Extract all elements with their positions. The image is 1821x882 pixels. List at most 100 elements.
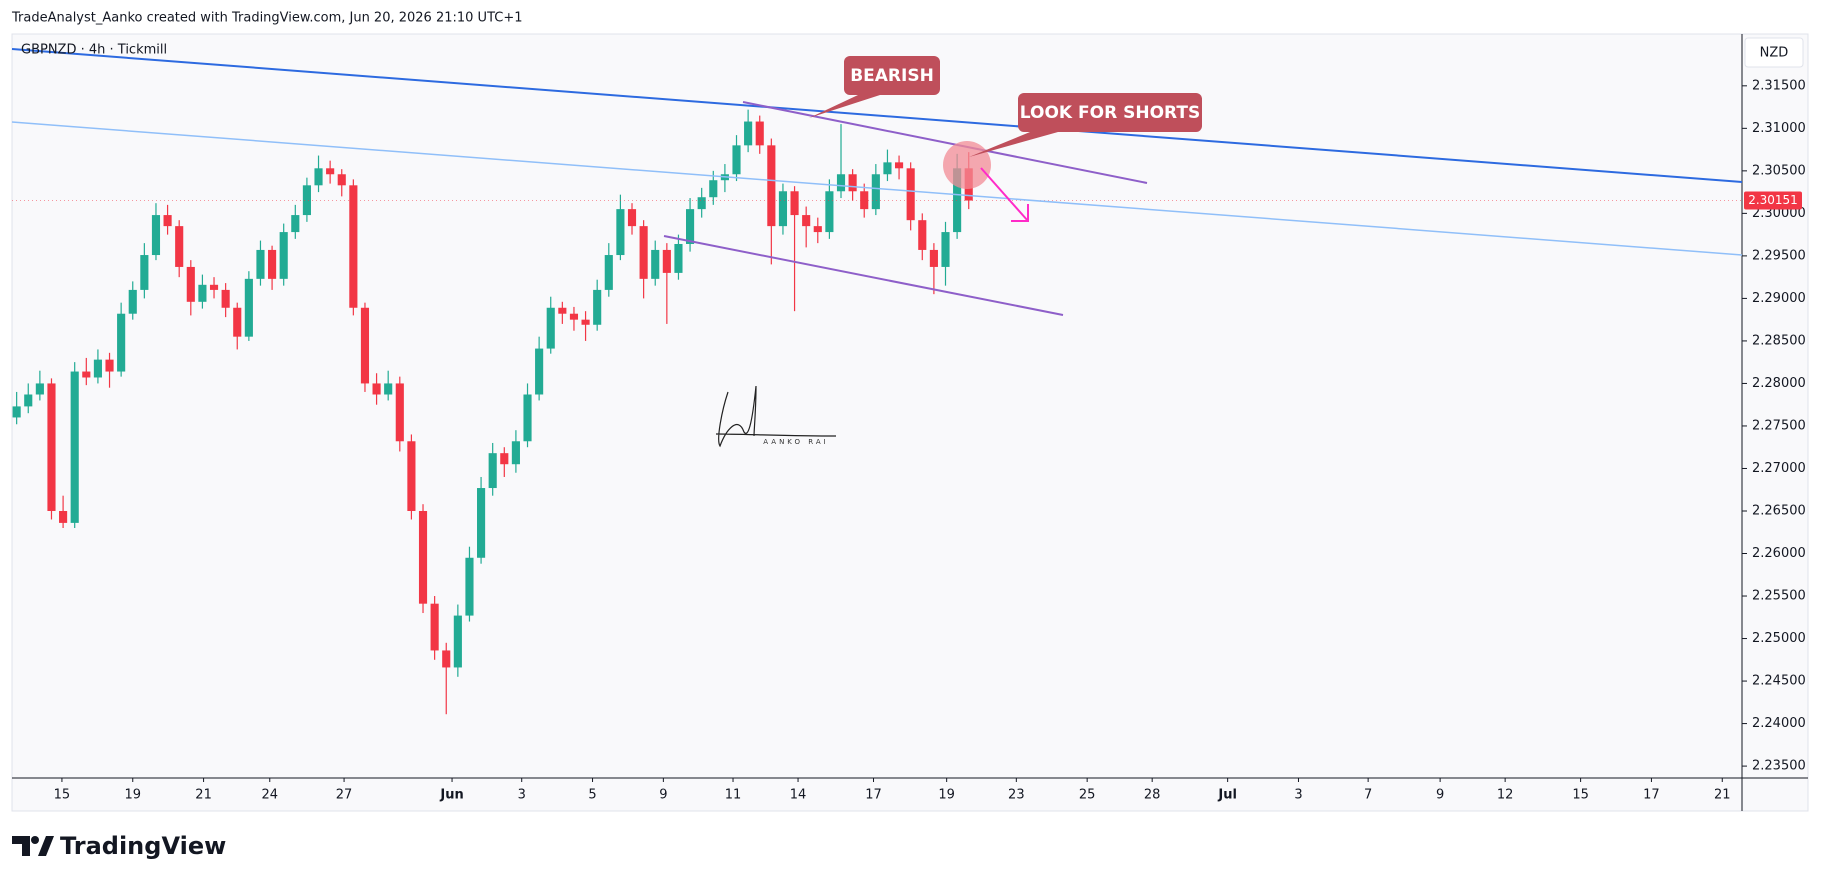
candle-body: [535, 348, 544, 395]
candle-body: [894, 162, 904, 169]
candle-body: [221, 289, 230, 308]
logo-icon: [12, 836, 30, 856]
y-tick-label: 2.27500: [1752, 418, 1806, 433]
x-tick-label: 17: [865, 788, 882, 803]
candle-body: [256, 249, 265, 279]
last-price-box: [1744, 191, 1802, 210]
candle-body: [732, 145, 741, 175]
candle-body: [674, 243, 683, 273]
x-tick-label: 15: [1572, 788, 1589, 803]
candle-body: [848, 174, 857, 192]
candle-body: [128, 289, 137, 314]
x-tick-label: 24: [261, 788, 278, 803]
x-tick-label: 3: [518, 788, 526, 803]
callout-tail: [809, 95, 880, 118]
x-tick-label: 5: [588, 788, 596, 803]
candle-body: [47, 383, 56, 511]
drawings: BEARISH LOOK FOR SHORTS AANKO RAI: [11, 48, 1743, 448]
candle-body: [59, 510, 68, 523]
y-tick-label: 2.27000: [1752, 461, 1806, 476]
y-tick-label: 2.30000: [1752, 206, 1806, 221]
trend-line: [11, 121, 1743, 256]
candle-body: [558, 307, 567, 314]
arrow: [980, 167, 1029, 222]
x-tick-label: 27: [336, 788, 353, 803]
candle-body: [442, 650, 451, 668]
candle-body: [662, 249, 671, 273]
candle-body: [953, 168, 962, 233]
candle-body: [825, 191, 834, 233]
callout: [1018, 93, 1202, 132]
candle-body: [372, 383, 381, 395]
x-tick-label: 12: [1497, 788, 1514, 803]
candle-body: [546, 307, 555, 349]
currency: NZD: [1760, 46, 1789, 61]
candle-body: [384, 383, 393, 395]
x-tick-label: 17: [1643, 788, 1660, 803]
x-tick-label: 9: [659, 788, 667, 803]
candle-body: [175, 226, 184, 267]
logo-icon: [38, 836, 54, 856]
candle-body: [279, 232, 288, 279]
candle-body: [140, 255, 149, 290]
candle-body: [453, 615, 462, 668]
candle-body: [929, 249, 938, 267]
x-tick-label: 19: [124, 788, 141, 803]
candle-body: [500, 453, 509, 465]
callout-text: LOOK FOR SHORTS: [1020, 103, 1200, 123]
y-tick-label: 2.29500: [1752, 248, 1806, 263]
candle-body: [813, 226, 822, 233]
y-tick-label: 2.23500: [1752, 759, 1806, 774]
y-tick-label: 2.24500: [1752, 674, 1806, 689]
highlight-circle: [943, 141, 991, 189]
candle-body: [35, 383, 44, 395]
y-tick-label: 2.30500: [1752, 163, 1806, 178]
candle-body: [12, 406, 21, 418]
candle-body: [836, 174, 846, 192]
header: TradeAnalyst_Aanko created with TradingV…: [11, 11, 523, 26]
candle-body: [697, 197, 706, 210]
candle-body: [604, 255, 613, 290]
y-tick-label: 2.26500: [1752, 503, 1806, 518]
brand: TradingView: [60, 832, 226, 860]
candle-body: [291, 215, 300, 233]
y-tick-label: 2.28000: [1752, 376, 1806, 391]
candle-body: [581, 319, 590, 325]
y-tick-label: 2.28500: [1752, 333, 1806, 348]
candle-body: [360, 307, 370, 384]
candle-body: [82, 371, 91, 378]
candle-body: [569, 313, 579, 320]
candle-body: [686, 209, 695, 244]
candle-body: [755, 121, 764, 146]
signature-scribble: [715, 385, 837, 448]
currency-box: [1744, 37, 1804, 68]
candle-body: [941, 232, 950, 267]
symbol-info: GBPNZD · 4h · Tickmill: [21, 43, 167, 58]
x-tick-label: 3: [1294, 788, 1302, 803]
candle-body: [302, 185, 311, 216]
candle-body: [918, 220, 927, 250]
candle-body: [209, 284, 219, 290]
candle-body: [151, 215, 161, 256]
y-tick-label: 2.24000: [1752, 716, 1806, 731]
candle-body: [639, 226, 648, 279]
candle-body: [871, 174, 880, 210]
candle-body: [802, 215, 811, 227]
x-tick-label: 21: [195, 788, 212, 803]
channel-line: [663, 235, 1064, 316]
brand-logo: TradingView: [12, 832, 226, 860]
x-tick-label: 11: [725, 788, 742, 803]
logo-icon: [31, 836, 39, 844]
x-tick-label: 21: [1714, 788, 1731, 803]
channel-line: [742, 101, 1148, 184]
y-tick-label: 2.25500: [1752, 589, 1806, 604]
arrow-head: [1011, 204, 1029, 222]
y-tick-label: 2.25000: [1752, 631, 1806, 646]
candle-body: [418, 510, 428, 604]
y-tick-label: 2.26000: [1752, 546, 1806, 561]
x-tick-label: Jun: [439, 788, 463, 803]
candle-body: [790, 191, 799, 216]
x-tick-label: 15: [54, 788, 71, 803]
candle-body: [709, 180, 718, 198]
